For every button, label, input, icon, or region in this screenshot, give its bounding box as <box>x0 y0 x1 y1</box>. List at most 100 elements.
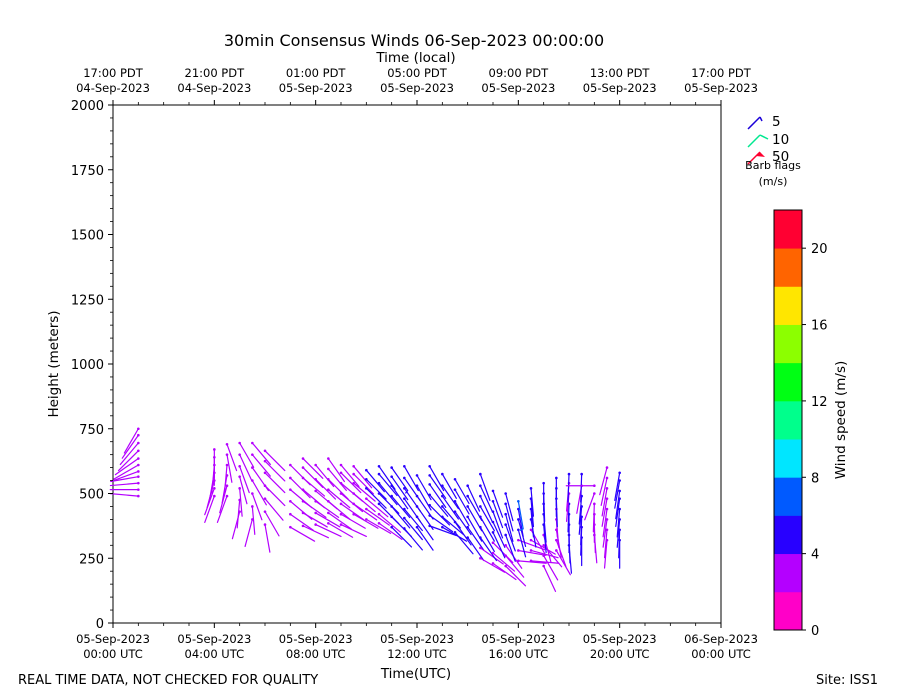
barb-base <box>352 512 355 516</box>
wind-barb <box>441 525 468 542</box>
colorbar-frame <box>773 209 803 631</box>
barb-base <box>137 433 140 437</box>
barb-shaft <box>365 498 389 518</box>
barb-shaft <box>239 465 250 494</box>
barb-base <box>428 465 431 468</box>
wind-barb <box>352 481 376 502</box>
barb-base <box>365 507 368 511</box>
colorbar-cell <box>774 210 802 249</box>
barb-shaft <box>599 467 608 496</box>
barb-base <box>301 476 305 480</box>
wind-barb <box>428 483 447 508</box>
colorbar-tick-label: 4 <box>811 548 819 563</box>
barb-legend-units: (m/s) <box>759 175 788 188</box>
barb-base <box>479 505 482 508</box>
x-tick-label-date: 05-Sep-2023 <box>583 632 657 646</box>
barb-shaft <box>353 482 376 502</box>
barb-shaft <box>505 492 514 522</box>
wind-barb <box>602 507 609 538</box>
wind-barb <box>301 524 329 539</box>
barb-shaft <box>567 473 570 503</box>
barb-shaft <box>517 539 546 551</box>
barb-base <box>137 470 140 473</box>
barb-base <box>314 477 317 481</box>
barb-legend-marks <box>747 116 769 165</box>
barb-shaft <box>492 511 504 539</box>
barb-shaft <box>327 512 352 530</box>
barb-shaft <box>530 487 535 517</box>
wind-barb <box>453 477 470 505</box>
barb-base <box>453 477 457 481</box>
barb-shaft <box>110 476 139 483</box>
barb-base <box>390 494 393 498</box>
barb-base <box>593 502 596 506</box>
barb-shaft <box>264 460 286 482</box>
plot-area: 0 250 500 750 1000 1250 1500 1750 2000 05-Sep-202… <box>71 66 758 661</box>
barb-base <box>555 476 558 480</box>
barb-shaft <box>239 454 253 481</box>
barb-base <box>428 524 431 528</box>
barb-base <box>238 465 241 468</box>
wind-barb <box>327 488 351 509</box>
wind-barb <box>491 531 506 559</box>
x-tick-label-date: 05-Sep-2023 <box>279 632 353 646</box>
barb-shaft <box>505 555 525 578</box>
wind-barb <box>601 487 609 517</box>
barb-base <box>301 524 305 528</box>
wind-barb <box>263 484 286 507</box>
barb-shaft <box>226 454 233 483</box>
barb-shaft <box>530 508 535 538</box>
wind-barb <box>251 479 267 506</box>
barb-base <box>453 510 457 513</box>
barb-base <box>377 465 381 468</box>
barb-shaft <box>567 503 570 533</box>
barb-legend-shaft <box>747 134 761 148</box>
barb-shaft <box>441 485 459 510</box>
barb-base <box>542 554 545 557</box>
wind-barb <box>123 427 140 454</box>
x-tick-label-time: 04:00 UTC <box>185 647 245 661</box>
wind-barb <box>415 525 434 551</box>
wind-barb <box>542 481 545 512</box>
wind-barb <box>453 499 470 527</box>
colorbar-cell <box>774 362 802 402</box>
wind-barb <box>216 494 229 524</box>
barb-shaft <box>479 485 493 512</box>
barb-shaft <box>454 489 470 515</box>
barb-base <box>555 538 558 542</box>
barb-base <box>466 484 469 488</box>
barb-shaft <box>391 485 409 510</box>
wind-barb <box>441 494 459 520</box>
wind-barb <box>441 472 457 499</box>
barb-shaft <box>251 505 256 535</box>
wind-barb <box>517 538 546 551</box>
barb-base <box>289 512 292 516</box>
wind-barb <box>113 463 140 480</box>
barb-base <box>428 493 431 497</box>
barb-shaft <box>492 562 517 581</box>
barb-shaft <box>365 487 387 509</box>
x-tick-label-time: 20:00 UTC <box>590 647 650 661</box>
barb-shaft <box>251 479 267 506</box>
barb-shaft <box>578 505 583 535</box>
wind-barb <box>327 477 349 500</box>
barb-base <box>415 474 419 477</box>
colorbar-ticks: 0 4 8 12 16 20 <box>802 242 828 639</box>
barb-shaft <box>505 534 516 562</box>
wind-barbs <box>109 427 621 592</box>
barb-base <box>491 520 495 524</box>
barb-base <box>352 502 355 506</box>
barb-legend-shaft <box>747 116 761 130</box>
barb-base <box>390 484 393 488</box>
barb-shaft <box>315 500 340 518</box>
barb-base <box>491 541 495 545</box>
barb-base <box>314 499 317 503</box>
barb-base <box>504 554 507 557</box>
wind-barb <box>314 511 341 528</box>
wind-barb <box>517 559 547 564</box>
barb-shaft <box>580 473 583 503</box>
barb-base <box>441 515 444 519</box>
barb-base <box>479 556 482 560</box>
wind-barb <box>365 477 387 500</box>
wind-barb <box>365 497 389 518</box>
